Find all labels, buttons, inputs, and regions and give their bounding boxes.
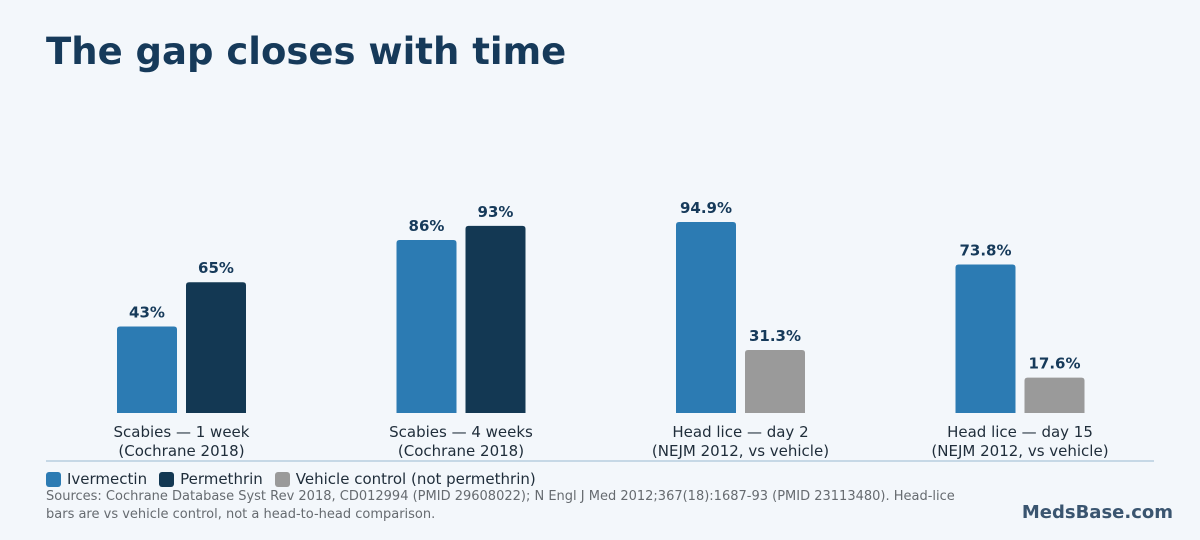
legend-swatch-vehicle	[274, 471, 290, 487]
bar-chart: 43%65%Scabies — 1 week(Cochrane 2018)86%…	[46, 199, 1154, 462]
bar-ivermectin-1	[396, 239, 457, 413]
data-label-permethrin-0: 65%	[198, 259, 234, 277]
chart-title: The gap closes with time	[46, 30, 567, 73]
legend-label-vehicle: Vehicle control (not permethrin)	[295, 470, 536, 488]
brand-link[interactable]: MedsBase.com	[1021, 502, 1173, 523]
category-label-1-line-1: (Cochrane 2018)	[398, 442, 524, 460]
category-label-2-line-1: (NEJM 2012, vs vehicle)	[652, 442, 829, 460]
bar-permethrin-0	[186, 282, 246, 413]
category-label-0-line-1: (Cochrane 2018)	[118, 442, 244, 460]
category-label-0-line-0: Scabies — 1 week	[114, 423, 250, 441]
bar-permethrin-1	[465, 225, 526, 413]
legend-label-permethrin: Permethrin	[180, 470, 263, 488]
legend-label-ivermectin: Ivermectin	[67, 470, 148, 488]
data-label-vehicle-2: 31.3%	[749, 327, 801, 345]
legend-swatch-ivermectin	[46, 471, 61, 487]
category-label-3-line-1: (NEJM 2012, vs vehicle)	[931, 442, 1108, 460]
bar-ivermectin-0	[117, 326, 177, 413]
legend-item-vehicle: Vehicle control (not permethrin)	[274, 470, 536, 488]
legend-item-permethrin: Permethrin	[159, 470, 263, 488]
legend-swatch-permethrin	[159, 471, 175, 487]
bar-vehicle-2	[745, 350, 805, 413]
bar-ivermectin-2	[676, 222, 736, 413]
bar-vehicle-3	[1024, 377, 1085, 413]
data-label-ivermectin-0: 43%	[129, 303, 165, 321]
data-label-vehicle-3: 17.6%	[1028, 355, 1080, 373]
data-label-ivermectin-2: 94.9%	[680, 199, 732, 217]
legend: Ivermectin Permethrin Vehicle control (n…	[46, 470, 548, 488]
category-label-1-line-0: Scabies — 4 weeks	[389, 423, 533, 441]
data-label-ivermectin-1: 86%	[409, 217, 445, 235]
data-label-ivermectin-3: 73.8%	[959, 242, 1011, 260]
sources-note: Sources: Cochrane Database Syst Rev 2018…	[46, 489, 955, 522]
data-label-permethrin-1: 93%	[478, 203, 514, 221]
category-label-3-line-0: Head lice — day 15	[947, 423, 1093, 441]
bar-ivermectin-3	[955, 264, 1016, 413]
legend-item-ivermectin: Ivermectin	[46, 470, 147, 488]
category-label-2-line-0: Head lice — day 2	[672, 423, 808, 441]
